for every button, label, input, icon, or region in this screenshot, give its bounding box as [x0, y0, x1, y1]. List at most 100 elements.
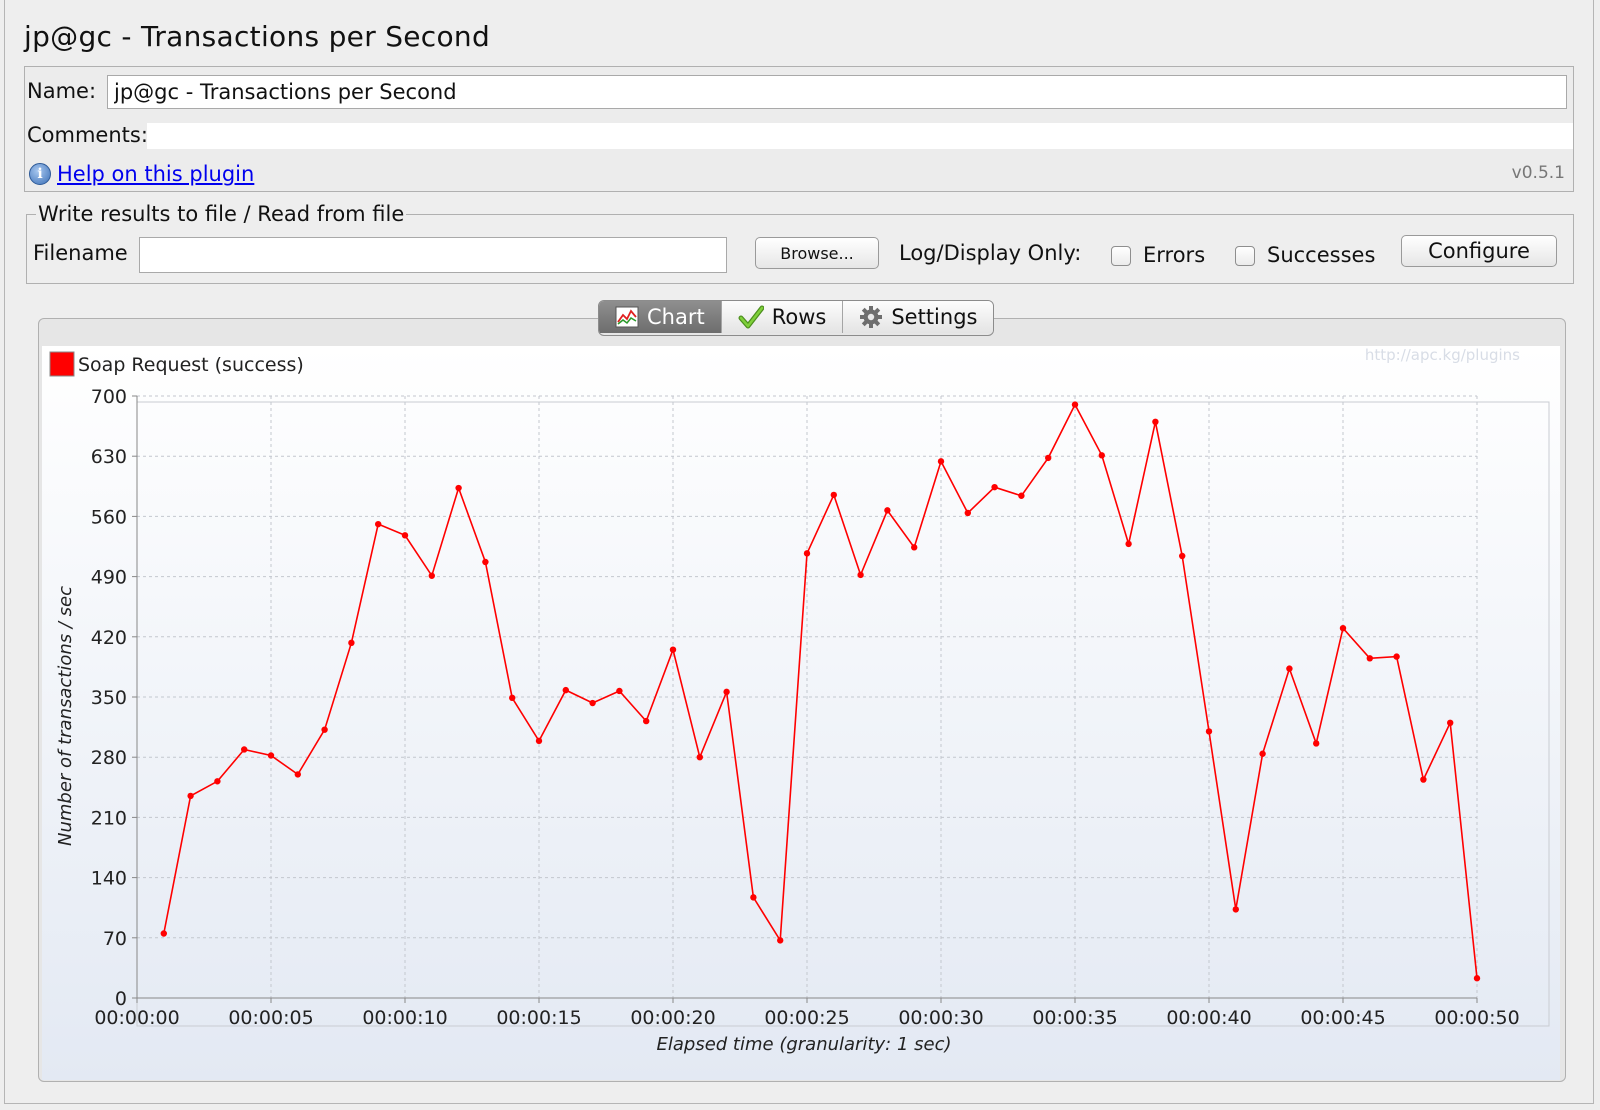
x-tick-label: 00:00:40: [1166, 1007, 1251, 1029]
data-point: [857, 571, 864, 579]
name-comments-panel: Name: Comments: i Help on this plugin v0…: [24, 66, 1574, 192]
data-point: [964, 509, 971, 517]
tab-chart-label: Chart: [647, 305, 705, 329]
x-tick-label: 00:00:35: [1032, 1007, 1117, 1029]
data-point: [1098, 452, 1106, 459]
y-tick-label: 630: [91, 446, 127, 468]
data-point: [1125, 540, 1132, 548]
info-icon: i: [29, 163, 51, 185]
data-point: [1420, 776, 1427, 783]
data-point: [937, 458, 945, 465]
data-point: [241, 746, 248, 753]
x-tick-label: 00:00:45: [1300, 1007, 1385, 1029]
data-point: [1313, 740, 1320, 747]
comments-label: Comments:: [27, 123, 148, 147]
x-axis-title: Elapsed time (granularity: 1 sec): [657, 1034, 952, 1055]
series-line: [163, 402, 1478, 979]
data-point: [267, 752, 275, 759]
comments-input[interactable]: [147, 123, 1573, 149]
errors-label: Errors: [1143, 243, 1206, 267]
file-group: Filename Browse... Log/Display Only: Err…: [26, 214, 1574, 284]
data-point: [777, 937, 784, 944]
tps-chart: 0 70 140 210 280 350 420 490 560 630 700 00:00:00 0…: [42, 346, 1560, 1080]
data-point: [455, 484, 462, 492]
successes-checkbox[interactable]: [1235, 246, 1255, 266]
data-point: [535, 737, 543, 745]
y-tick-label: 700: [91, 386, 127, 408]
tab-settings[interactable]: Settings: [843, 301, 994, 333]
page-title: jp@gc - Transactions per Second: [24, 20, 491, 53]
data-point: [669, 646, 677, 653]
x-tick-label: 00:00:15: [496, 1007, 581, 1029]
browse-button[interactable]: Browse...: [755, 237, 879, 269]
x-tick-label: 00:00:05: [228, 1007, 313, 1029]
errors-checkbox[interactable]: [1111, 246, 1131, 266]
data-point: [723, 688, 730, 696]
x-tick-label: 00:00:10: [362, 1007, 447, 1029]
data-point: [401, 532, 409, 539]
data-point: [428, 572, 435, 579]
data-point: [696, 754, 703, 761]
legend-swatch: [49, 351, 75, 377]
data-point: [830, 491, 837, 499]
chart-background: [42, 346, 1560, 1080]
data-point: [375, 520, 382, 528]
data-point: [616, 687, 623, 695]
y-tick-label: 70: [103, 928, 127, 950]
tab-rows-label: Rows: [771, 305, 827, 329]
filename-label: Filename: [33, 241, 128, 265]
data-point: [1339, 625, 1347, 632]
window-frame: [4, 0, 1594, 1104]
tab-settings-label: Settings: [891, 305, 978, 329]
name-input[interactable]: [107, 75, 1567, 109]
data-point: [1045, 454, 1052, 462]
data-point: [1071, 401, 1079, 408]
data-point: [1205, 728, 1213, 735]
data-point: [187, 792, 194, 800]
y-tick-label: 420: [91, 627, 127, 649]
data-point: [1259, 750, 1266, 757]
x-tick-label: 00:00:25: [764, 1007, 849, 1029]
successes-label: Successes: [1267, 243, 1376, 267]
data-point: [1473, 975, 1481, 982]
data-point: [1179, 552, 1186, 560]
file-group-legend: Write results to file / Read from file: [36, 202, 407, 226]
help-row: i Help on this plugin: [29, 159, 254, 189]
chart-watermark: http://apc.kg/plugins: [1365, 346, 1520, 364]
x-tick-label: 00:00:30: [898, 1007, 983, 1029]
data-point: [884, 507, 891, 514]
help-link[interactable]: Help on this plugin: [57, 162, 255, 186]
legend-label: Soap Request (success): [78, 354, 304, 376]
filename-input[interactable]: [139, 237, 727, 273]
data-point: [294, 771, 301, 778]
x-tick-label: 00:00:50: [1434, 1007, 1519, 1029]
data-point: [1393, 653, 1400, 660]
checkmark-icon: [738, 305, 764, 329]
data-point: [562, 686, 569, 694]
version-label: v0.5.1: [1511, 163, 1565, 183]
tab-chart[interactable]: Chart: [599, 301, 722, 333]
data-point: [482, 558, 489, 566]
data-point: [1366, 655, 1374, 662]
data-point: [991, 483, 998, 491]
y-tick-label: 140: [91, 868, 127, 890]
y-axis-title: Number of transactions / sec: [55, 586, 76, 846]
data-point: [321, 726, 328, 733]
configure-button[interactable]: Configure: [1401, 235, 1557, 267]
y-tick-label: 0: [115, 988, 127, 1010]
y-tick-label: 350: [91, 687, 127, 709]
data-point: [1286, 665, 1293, 672]
data-point: [1018, 492, 1025, 499]
chart-icon: [615, 306, 639, 328]
log-display-label: Log/Display Only:: [899, 241, 1082, 265]
y-tick-label: 560: [91, 506, 127, 528]
name-label: Name:: [27, 79, 97, 103]
x-tick-label: 00:00:00: [94, 1007, 179, 1029]
data-point: [589, 699, 596, 707]
tab-rows[interactable]: Rows: [721, 301, 844, 333]
data-point: [348, 639, 355, 647]
data-point: [1232, 906, 1240, 913]
data-point: [911, 544, 918, 551]
data-point: [803, 550, 811, 557]
data-point: [643, 717, 650, 725]
